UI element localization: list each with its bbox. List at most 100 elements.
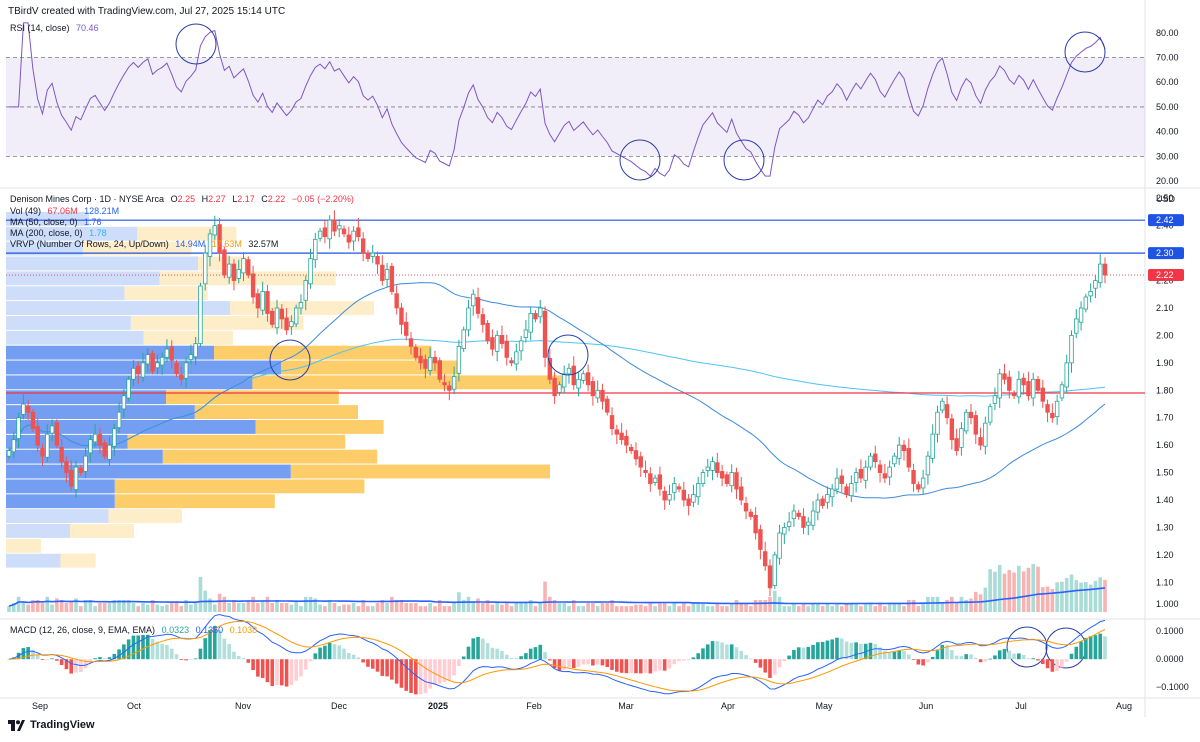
candle-body: [992, 395, 998, 404]
volume-bar: [390, 596, 394, 612]
macd-histogram-bar: [212, 625, 217, 660]
candle-body: [49, 425, 55, 434]
macd-histogram-bar: [1088, 636, 1093, 660]
macd-legend-label[interactable]: MACD (12, 26, close, 9, EMA, EMA): [10, 625, 156, 635]
volume-bar: [734, 599, 739, 612]
volume-bar: [571, 599, 576, 612]
volume-bar: [921, 603, 925, 612]
candle-body: [638, 456, 643, 468]
vp-row-down: [130, 315, 304, 330]
candle-body: [758, 529, 763, 550]
candle-body: [332, 219, 337, 232]
macd-histogram-bar: [409, 659, 413, 693]
vp-row-up: [6, 420, 256, 434]
volume-bar: [772, 590, 777, 612]
vp-row-up: [6, 464, 291, 479]
candle-body: [734, 472, 739, 490]
macd-histogram-bar: [179, 659, 184, 660]
vp-row-down: [127, 434, 346, 449]
macd-histogram-bar: [595, 659, 600, 665]
candle-body: [384, 269, 390, 280]
ma200-legend-label[interactable]: MA (200, close, 0): [10, 228, 83, 238]
macd-histogram-bar: [165, 644, 169, 660]
macd-histogram-bar: [528, 648, 533, 660]
macd-histogram-bar: [720, 642, 724, 660]
volume-bar: [504, 601, 509, 612]
vp-row-up: [6, 315, 131, 330]
macd-axis-tick: 0.1000: [1156, 626, 1184, 636]
macd-histogram-bar: [88, 659, 93, 663]
time-axis-label: Sep: [32, 701, 48, 711]
volume-bar: [835, 603, 839, 612]
macd-histogram-bar: [849, 642, 854, 660]
resistance-price-tag: [1148, 214, 1184, 227]
macd-histogram-bar: [1002, 648, 1007, 660]
ma50-legend-label[interactable]: MA (50, close, 0): [10, 217, 78, 227]
macd-histogram-bar: [337, 645, 342, 660]
macd-histogram-bar: [725, 644, 729, 660]
volume-bar: [40, 603, 45, 612]
candle-body: [987, 406, 993, 423]
volume-bar: [1079, 582, 1083, 612]
candle-body: [1069, 335, 1074, 364]
symbol-title[interactable]: Denison Mines Corp · 1D · NYSE Arca: [10, 194, 165, 204]
time-axis-label: May: [815, 701, 833, 711]
candle-body: [322, 227, 328, 238]
time-axis-label: Jul: [1015, 701, 1027, 711]
macd-histogram-bar: [303, 659, 308, 670]
volume-bar: [930, 596, 935, 612]
candle-body: [834, 477, 840, 490]
time-axis-label: Jun: [919, 701, 934, 711]
macd-histogram-bar: [1040, 659, 1045, 665]
volume-bar: [634, 604, 638, 612]
macd-histogram-bar: [50, 658, 54, 660]
candle-body: [925, 455, 931, 476]
macd-histogram-bar: [763, 659, 767, 673]
macd-histogram-bar: [227, 644, 231, 660]
low-value: 2.17: [237, 194, 255, 204]
macd-histogram-bar: [1069, 653, 1074, 660]
macd-histogram-bar: [1093, 635, 1098, 660]
vp-row-up: [6, 241, 83, 256]
volume-ma-line: [8, 587, 1106, 607]
vp-row-up: [6, 494, 115, 509]
macd-histogram-bar: [1055, 659, 1059, 671]
macd-legend-signal: 0.1038: [229, 625, 258, 635]
candle-body: [949, 418, 955, 441]
vp-row-up: [6, 553, 61, 568]
macd-histogram-bar: [265, 659, 270, 683]
resistance-price-label: 2.42: [1156, 215, 1174, 225]
candle-body: [547, 358, 553, 380]
macd-histogram-bar: [418, 659, 423, 695]
candle-body: [1083, 296, 1089, 310]
volume-bar: [1040, 587, 1045, 612]
ma50-legend: MA (50, close, 0) 1.76: [10, 217, 106, 227]
macd-histogram-bar: [169, 648, 174, 660]
volume-bar: [1021, 571, 1026, 612]
macd-histogram-bar: [495, 648, 499, 660]
volume-bar: [892, 603, 897, 612]
macd-histogram-bar: [414, 659, 418, 695]
macd-histogram-bar: [299, 659, 303, 677]
macd-histogram-bar: [749, 658, 753, 660]
open-label: O: [170, 194, 178, 204]
volume-legend-label[interactable]: Vol (49): [10, 206, 42, 216]
macd-histogram-bar: [433, 659, 437, 685]
volume-bar: [495, 601, 499, 612]
candle-body: [155, 362, 160, 369]
candle-body: [466, 307, 471, 331]
candle-body: [365, 252, 371, 259]
volume-bar: [217, 593, 222, 612]
macd-legend-macd: 0.1360: [195, 625, 224, 635]
volume-bar: [270, 603, 275, 612]
candle-body: [88, 439, 93, 454]
price-axis-tick: 1.10: [1156, 577, 1174, 587]
candle-body: [317, 230, 323, 239]
macd-histogram-bar: [83, 659, 88, 669]
volume-bar: [337, 606, 342, 612]
tradingview-footer[interactable]: TradingView: [8, 719, 95, 731]
candle-body: [868, 455, 873, 468]
macd-histogram-bar: [820, 641, 825, 660]
vrvp-legend-label[interactable]: VRVP (Number Of Rows, 24, Up/Down): [10, 239, 169, 249]
vp-row-down: [6, 538, 42, 553]
